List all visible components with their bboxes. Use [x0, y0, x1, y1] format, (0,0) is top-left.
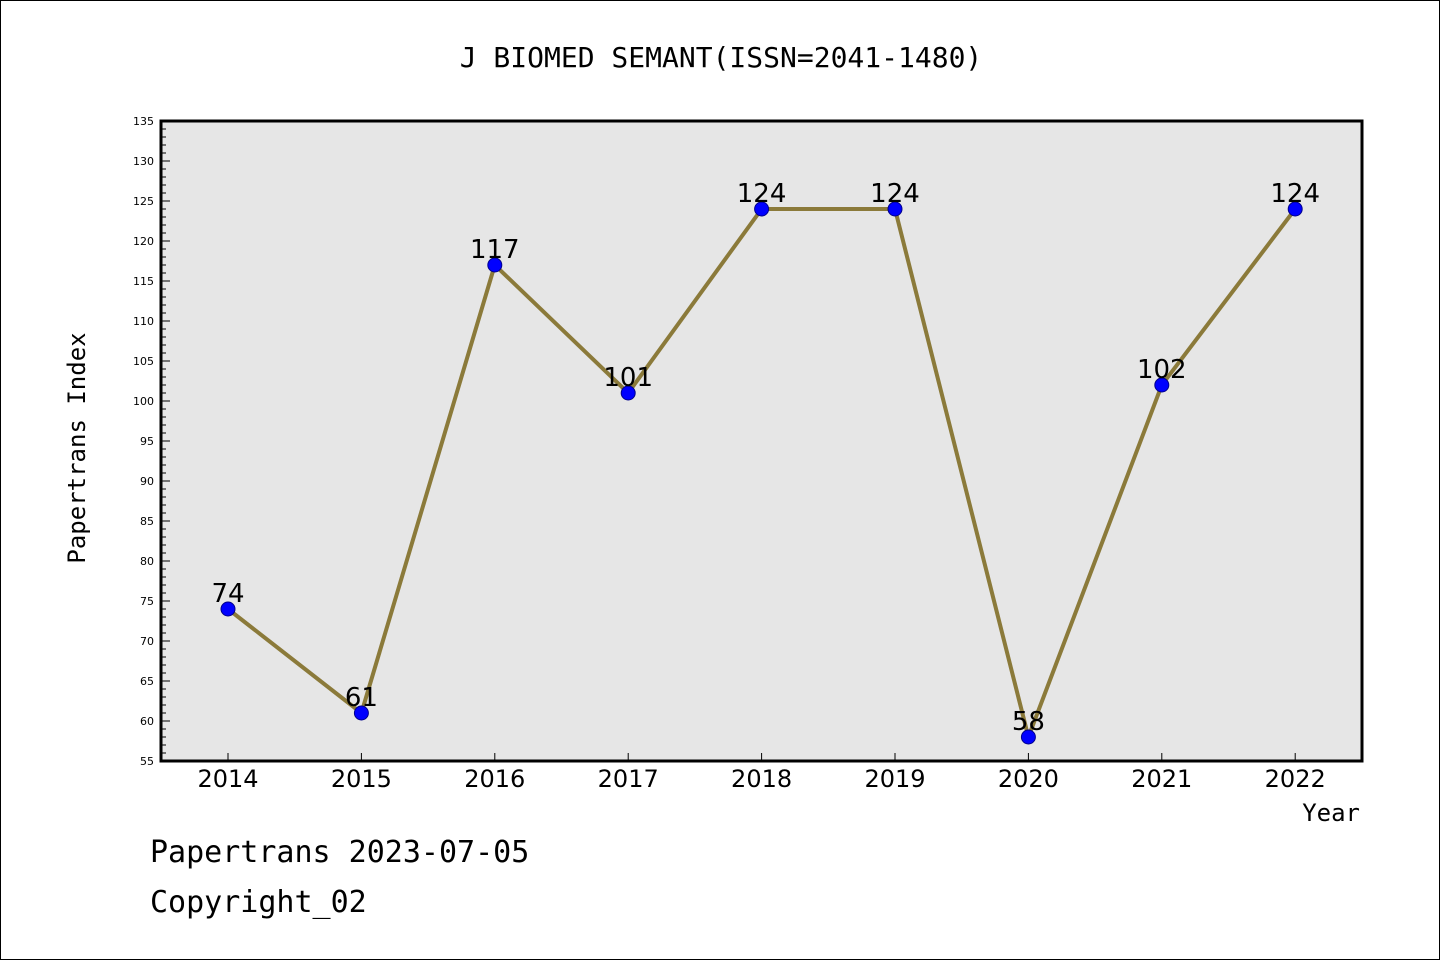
data-markers — [220, 201, 1303, 745]
y-tick-label: 100 — [133, 395, 154, 408]
y-tick-label: 70 — [140, 635, 154, 648]
data-point — [620, 385, 636, 401]
y-tick-label: 130 — [133, 155, 154, 168]
data-label: 61 — [345, 683, 378, 713]
y-tick-label: 115 — [133, 275, 154, 288]
y-axis-label: Papertrans Index — [63, 332, 91, 563]
y-tick-label: 105 — [133, 355, 154, 368]
x-tick-label: 2017 — [598, 765, 659, 793]
y-tick-label: 80 — [140, 555, 154, 568]
y-tick-label: 90 — [140, 475, 154, 488]
x-tick-label: 2014 — [197, 765, 258, 793]
data-point — [887, 201, 903, 217]
x-tick-label: 2016 — [464, 765, 525, 793]
y-tick-label: 95 — [140, 435, 154, 448]
y-tick-label: 85 — [140, 515, 154, 528]
x-tick-label: 2019 — [864, 765, 925, 793]
y-tick-label: 135 — [133, 115, 154, 128]
y-tick-label: 65 — [140, 675, 154, 688]
data-point — [754, 201, 770, 217]
data-point — [1154, 377, 1170, 393]
data-label: 117 — [470, 235, 520, 265]
x-tick-label: 2018 — [731, 765, 792, 793]
data-point — [1020, 729, 1036, 745]
y-tick-labels: 55 60 65 70 75 80 85 90 95 100 105 110 115 120 125 130 1… — [133, 115, 154, 768]
data-labels: 74 61 117 101 124 124 58 102 124 — [211, 179, 1320, 737]
footer-source-date: Papertrans 2023-07-05 — [150, 835, 530, 870]
x-tick-label: 2020 — [998, 765, 1059, 793]
y-tick-label: 120 — [133, 235, 154, 248]
plot-area — [161, 121, 1362, 761]
data-point — [1287, 201, 1303, 217]
data-label: 124 — [870, 179, 920, 209]
y-tick-label: 55 — [140, 755, 154, 768]
data-label: 124 — [737, 179, 787, 209]
data-label: 101 — [603, 363, 653, 393]
x-tick-label: 2021 — [1131, 765, 1192, 793]
y-tick-label: 125 — [133, 195, 154, 208]
x-tick-label: 2015 — [331, 765, 392, 793]
data-label: 124 — [1270, 179, 1320, 209]
data-point — [220, 601, 236, 617]
y-tick-label: 75 — [140, 595, 154, 608]
plot-border — [159, 119, 1364, 763]
x-tick-label: 2022 — [1265, 765, 1326, 793]
footer-copyright: Copyright_02 — [150, 885, 367, 920]
data-label: 58 — [1012, 707, 1045, 737]
data-point — [487, 257, 503, 273]
data-label: 74 — [211, 579, 244, 609]
data-label: 102 — [1137, 355, 1187, 385]
y-tick-label: 110 — [133, 315, 154, 328]
x-tick-labels: 2014 2015 2016 2017 2018 2019 2020 2021 2022 — [197, 765, 1325, 793]
chart-title: J BIOMED SEMANT(ISSN=2041-1480) — [460, 41, 983, 74]
x-axis-label: Year — [1302, 799, 1360, 827]
data-point — [353, 705, 369, 721]
y-tick-label: 60 — [140, 715, 154, 728]
